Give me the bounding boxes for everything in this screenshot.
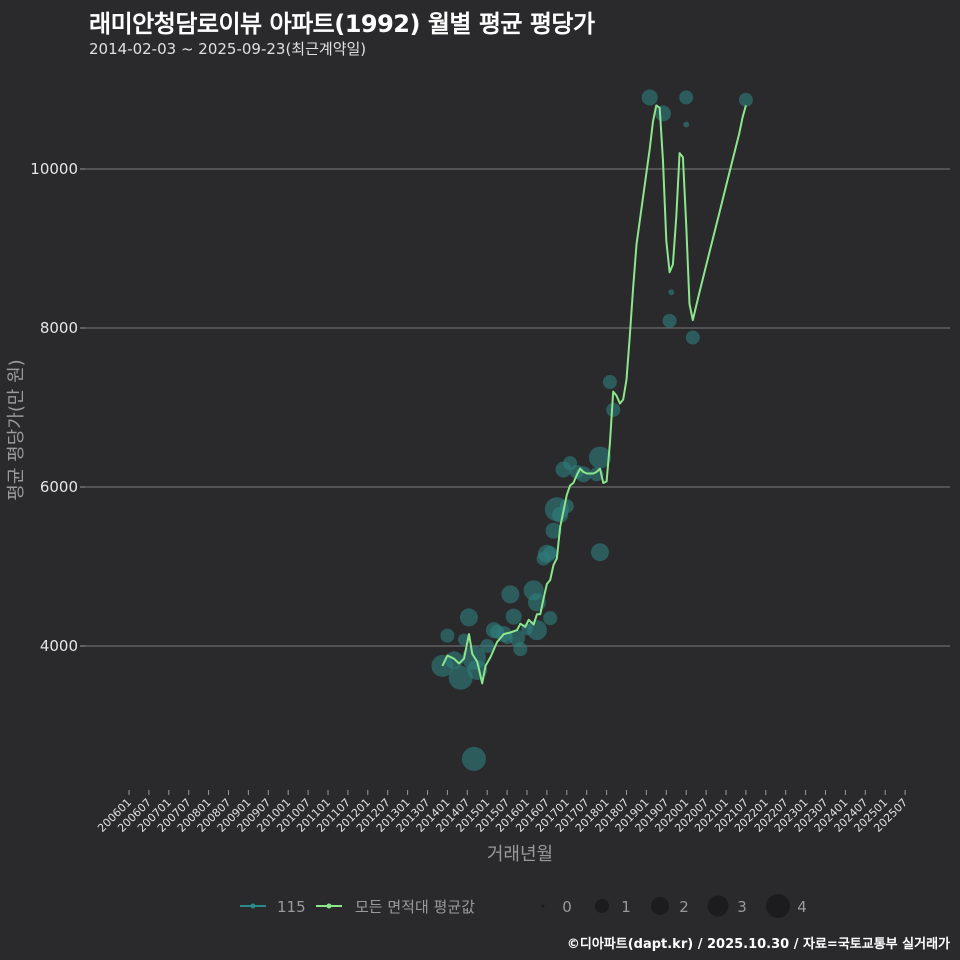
legend-size-label: 1 (621, 898, 631, 916)
y-axis-title: 평균 평당가(만 원) (6, 359, 27, 500)
data-bubble (641, 89, 658, 106)
data-bubble (459, 608, 478, 627)
legend-size-label: 2 (679, 898, 689, 916)
y-tick-label: 6000 (40, 478, 78, 496)
data-bubble (606, 402, 621, 417)
data-bubble (738, 92, 753, 107)
data-bubble (480, 639, 495, 653)
data-bubble (602, 375, 617, 390)
legend-size-icon (766, 894, 790, 918)
data-bubble (559, 499, 574, 514)
data-bubble (668, 289, 675, 296)
data-bubble (588, 446, 611, 469)
legend-115-label: 115 (277, 898, 306, 916)
average-line (441, 104, 747, 685)
legend-avg-label: 모든 면적대 평균값 (355, 898, 475, 916)
legend-size-icon (541, 904, 545, 908)
data-bubble (505, 608, 522, 625)
data-bubble (685, 330, 700, 345)
data-bubble (448, 665, 473, 690)
source-credit: ©디아파트(dapt.kr) / 2025.10.30 / 자료=국토교통부 실… (566, 937, 950, 952)
data-bubble (467, 659, 488, 680)
data-bubble (543, 611, 558, 626)
y-tick-label: 10000 (30, 160, 78, 178)
chart-title: 래미안청담로이뷰 아파트(1992) 월별 평균 평당가 (89, 10, 595, 38)
data-bubble (545, 522, 562, 539)
y-tick-label: 8000 (40, 319, 78, 337)
legend-avg-dot-icon (326, 903, 332, 909)
data-bubble (683, 121, 690, 128)
data-bubble (662, 313, 677, 328)
data-bubble (509, 630, 526, 647)
legend-115-dot-icon (250, 903, 256, 909)
data-bubble (654, 105, 671, 122)
data-bubble (501, 585, 520, 604)
legend-size-icon (707, 895, 729, 917)
data-bubble (461, 746, 486, 771)
data-bubble (543, 545, 558, 560)
x-axis-title: 거래년월 (487, 844, 553, 865)
legend-size-label: 0 (562, 898, 572, 916)
y-tick-label: 4000 (40, 637, 78, 655)
data-bubble (590, 543, 609, 562)
chart-subtitle: 2014-02-03 ~ 2025-09-23(최근계약일) (89, 40, 367, 58)
legend-size-label: 3 (737, 898, 747, 916)
legend-size-label: 4 (797, 898, 807, 916)
data-bubble (440, 628, 455, 643)
legend-size-icon (651, 897, 669, 915)
legend-size-icon (595, 899, 609, 913)
data-bubble (526, 620, 547, 641)
data-bubble (679, 90, 694, 105)
data-bubble (513, 642, 528, 657)
